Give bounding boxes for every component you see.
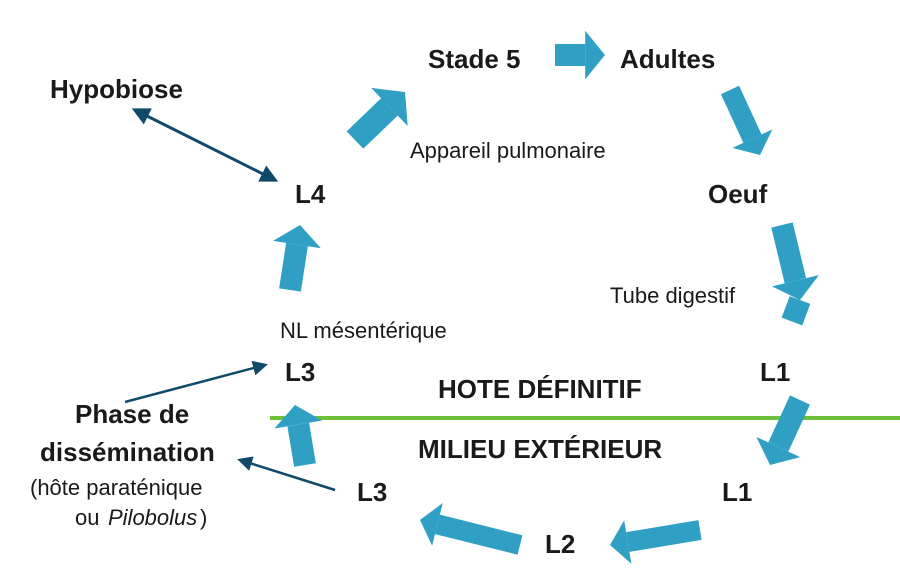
node-appareil: Appareil pulmonaire <box>410 138 606 163</box>
node-l3a: L3 <box>285 358 315 388</box>
node-tubedig: Tube digestif <box>610 283 735 308</box>
node-stade5: Stade 5 <box>428 45 521 75</box>
node-phase4a: ou <box>75 505 106 530</box>
node-phase4c: ) <box>200 505 207 530</box>
node-nlmes: NL mésentérique <box>280 318 447 343</box>
node-hypobiose: Hypobiose <box>50 75 183 105</box>
node-phase1: Phase de <box>75 400 189 430</box>
node-l2: L2 <box>545 530 575 560</box>
node-l1a: L1 <box>760 358 790 388</box>
node-oeuf: Oeuf <box>708 180 767 210</box>
node-phase4b: Pilobolus <box>108 505 197 530</box>
diagram-canvas: Hypobiose Stade 5 Adultes Appareil pulmonai… <box>0 0 900 587</box>
node-l3b: L3 <box>357 478 387 508</box>
node-adultes: Adultes <box>620 45 715 75</box>
node-l4: L4 <box>295 180 325 210</box>
node-phase2: dissémination <box>40 438 215 468</box>
node-milieuext: MILIEU EXTÉRIEUR <box>418 435 662 465</box>
node-hotedef: HOTE DÉFINITIF <box>438 375 642 405</box>
node-l1b: L1 <box>722 478 752 508</box>
node-phase3: (hôte paraténique <box>30 475 202 500</box>
